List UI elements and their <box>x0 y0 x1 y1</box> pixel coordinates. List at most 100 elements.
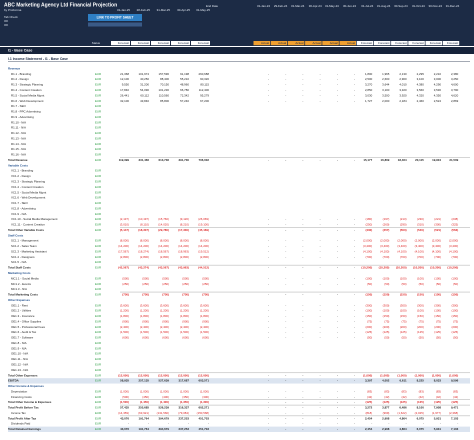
cell-value: (100) <box>383 276 390 280</box>
cell-value: (10,197) <box>138 217 149 221</box>
row-label: VC1.9 - N/A <box>11 212 26 216</box>
cell-value: (700) <box>383 255 390 259</box>
cell-value: (1,350) <box>180 400 189 404</box>
cell-value: 451,703 <box>199 427 210 431</box>
status-cell <box>287 41 305 46</box>
row-label: Total Retained Earnings <box>8 427 41 431</box>
cell-value: - <box>320 389 321 393</box>
cell-value: (600) <box>122 336 129 340</box>
row-unit: EUR <box>95 131 101 135</box>
status-label: Forecast <box>178 41 189 45</box>
cell-value: (100) <box>400 309 407 313</box>
cell-value: - <box>320 395 321 399</box>
cell-value: - <box>285 379 286 383</box>
cell-value: (4,100) <box>380 249 389 253</box>
cell-value: (14,200) <box>118 244 129 248</box>
row-label: OE1.10 - N/A <box>11 352 28 356</box>
cell-value: - <box>285 336 286 340</box>
row-label: OE1.9 - N/A <box>11 346 27 350</box>
cell-value: - <box>354 314 355 318</box>
status-row-label: Status <box>92 41 101 45</box>
cell-value: 613,736 <box>159 158 170 162</box>
cell-value: (18,307) <box>138 228 149 232</box>
cell-value: (1,200) <box>140 309 149 313</box>
status-label: Actual <box>278 41 286 45</box>
cell-value: (1,000) <box>432 373 441 377</box>
cell-value: (10,200) <box>430 266 441 270</box>
row-unit: EUR <box>95 373 101 377</box>
cell-value: (700) <box>417 255 424 259</box>
cell-value: 2,210 <box>434 72 442 76</box>
cell-value: (50) <box>384 336 389 340</box>
cell-value: - <box>320 266 321 270</box>
cell-value: - <box>320 379 321 383</box>
cell-value: (10,200) <box>447 266 458 270</box>
column-date: 31-Dec-24 <box>446 4 460 8</box>
cell-value: 12,100 <box>120 77 129 81</box>
cell-value: 21,509 <box>449 158 458 162</box>
cell-value: - <box>268 276 269 280</box>
cell-value: (2,800) <box>140 255 149 259</box>
cell-value: (250) <box>142 282 149 286</box>
cell-value: 4,620 <box>451 93 459 97</box>
row-unit: EUR <box>95 249 101 253</box>
status-label: Forecast <box>447 41 458 45</box>
cell-value: - <box>337 223 338 227</box>
column-date: 30-Apr-25 <box>177 8 190 12</box>
status-cell <box>151 41 170 46</box>
cell-value: - <box>320 293 321 297</box>
cell-value: 4,002 <box>382 379 390 383</box>
cell-value: (300) <box>365 303 372 307</box>
cell-value: (150) <box>451 293 458 297</box>
cell-value: 9,471 <box>451 406 459 410</box>
cell-value: - <box>337 319 338 323</box>
cell-value: - <box>302 406 303 410</box>
link-button-label[interactable]: LINK TO PROFIT SHEET <box>97 15 134 19</box>
cell-value: (1,300) <box>200 400 209 404</box>
cell-value: - <box>457 422 458 426</box>
row-unit: EUR <box>95 217 101 221</box>
cell-value: - <box>337 303 338 307</box>
cell-value: (300) <box>451 303 458 307</box>
cell-value: - <box>354 239 355 243</box>
cell-value: 237,253 <box>179 427 190 431</box>
cell-value: (50) <box>419 336 424 340</box>
row-label: VC1.2 - Design <box>11 174 31 178</box>
link-button[interactable] <box>88 14 142 21</box>
cell-value: 32,100 <box>120 99 129 103</box>
row-label: Staff Costs <box>8 233 24 237</box>
status-cell <box>442 41 460 46</box>
cell-value: (43,963) <box>178 266 189 270</box>
cell-value: 7,103 <box>451 416 459 420</box>
cell-value: (50) <box>419 282 424 286</box>
cell-value: - <box>337 422 338 426</box>
cell-value: (600) <box>182 336 189 340</box>
cell-value: (50) <box>367 336 372 340</box>
row-unit: EUR <box>95 88 101 92</box>
row-unit: EUR <box>95 179 101 183</box>
cell-value: (969) <box>383 411 390 415</box>
cell-value: 3,500 <box>382 93 390 97</box>
cell-value: 19,904 <box>432 158 441 162</box>
button-secondary <box>88 22 142 27</box>
cell-value: 3,250 <box>451 77 459 81</box>
cell-value: (1,500) <box>200 330 209 334</box>
cell-value: 6,486 <box>399 406 407 410</box>
column-date: 30-Apr-24 <box>309 4 322 8</box>
status-label: Forecast <box>138 41 149 45</box>
cell-value: (1,000) <box>180 389 189 393</box>
cell-value: - <box>268 88 269 92</box>
cell-value: (500) <box>122 276 129 280</box>
cell-value: - <box>285 223 286 227</box>
cell-value: - <box>285 244 286 248</box>
cell-value: (43,567) <box>158 266 169 270</box>
cell-value: (150) <box>383 293 390 297</box>
row-label: OE1.6 - Audit & Tax <box>11 330 37 334</box>
cell-value: (150) <box>434 314 441 318</box>
row-unit: EUR <box>95 228 101 232</box>
cell-value: (125) <box>365 330 372 334</box>
cell-value: 2,184 <box>399 99 407 103</box>
cell-value: (400) <box>162 395 169 399</box>
cell-value: - <box>354 330 355 334</box>
